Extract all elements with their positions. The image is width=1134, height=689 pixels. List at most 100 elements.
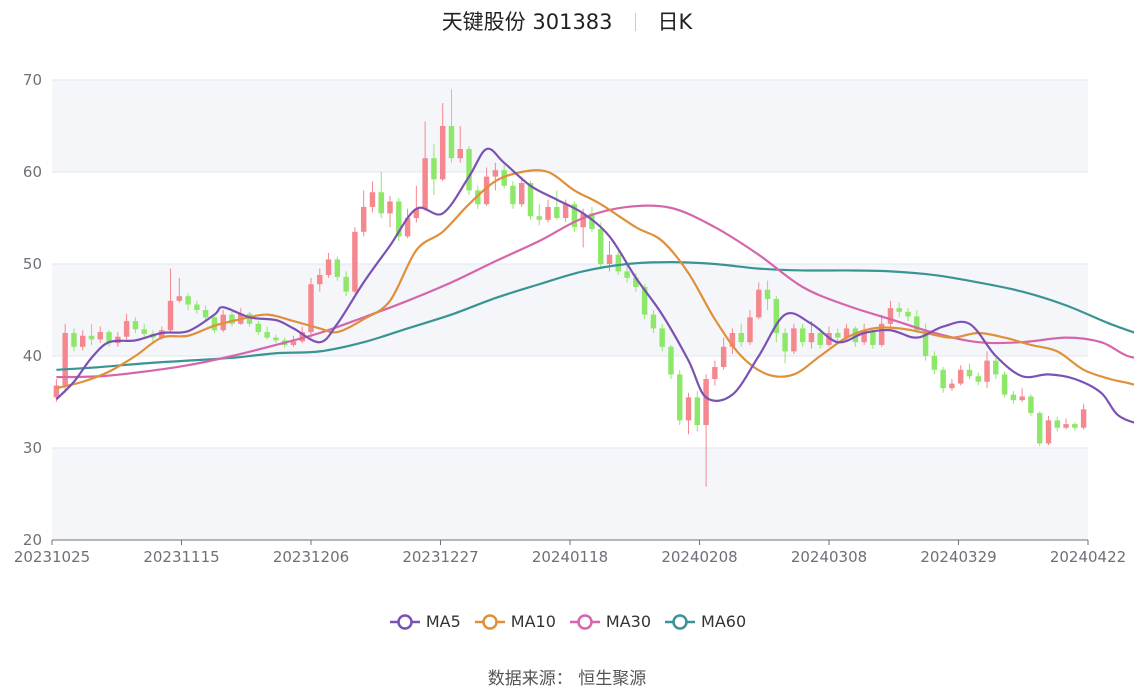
candle-body xyxy=(571,204,578,228)
ma30-line xyxy=(56,204,1134,379)
candle-body xyxy=(861,330,867,343)
chart-title: 天键股份 301383 日K xyxy=(0,6,1134,36)
candle-body xyxy=(747,317,753,343)
x-tick-label: 20231227 xyxy=(402,548,478,566)
ma10-line xyxy=(56,169,1134,390)
candle-body xyxy=(88,335,95,340)
candle-body xyxy=(905,311,911,317)
candle-body xyxy=(650,314,657,329)
legend-label: MA10 xyxy=(510,612,556,631)
candle-body xyxy=(668,346,674,375)
candle-body xyxy=(457,149,463,159)
y-tick-label: 20 xyxy=(23,531,42,549)
candle-body xyxy=(413,208,420,218)
ma5-line xyxy=(55,147,1134,424)
candle-body xyxy=(387,201,393,214)
candle-body xyxy=(878,323,885,345)
candle-body xyxy=(887,308,894,324)
legend-marker-icon xyxy=(569,614,600,630)
x-tick-label: 20240208 xyxy=(661,548,737,566)
grid-band xyxy=(52,448,1088,540)
candle-body xyxy=(308,284,314,333)
candle-body xyxy=(799,328,806,343)
legend-marker-icon xyxy=(474,614,505,630)
candle-body xyxy=(966,369,973,377)
candle-body xyxy=(1045,420,1052,444)
grid-band xyxy=(52,80,1088,172)
candle-body xyxy=(106,332,112,344)
candle-body xyxy=(378,192,384,214)
candle-body xyxy=(229,314,235,324)
candle-body xyxy=(439,126,446,180)
candle-body xyxy=(606,254,613,264)
candle-body xyxy=(194,304,200,310)
candle-body xyxy=(1019,396,1025,401)
candle-body xyxy=(826,333,832,345)
legend-marker-icon xyxy=(389,614,420,630)
candle-body xyxy=(492,170,499,177)
candle-body xyxy=(843,328,850,338)
candle-body xyxy=(132,321,139,330)
candle-body xyxy=(870,330,876,345)
candle-body xyxy=(782,333,788,352)
candle-body xyxy=(949,383,955,389)
legend-marker-circle xyxy=(397,614,413,630)
candle-body xyxy=(580,213,586,228)
candle-body xyxy=(123,321,130,337)
candle-body xyxy=(914,316,920,331)
y-tick-label: 60 xyxy=(23,163,42,181)
legend-label: MA5 xyxy=(425,612,461,631)
candle-body xyxy=(97,332,104,340)
candle-body xyxy=(773,298,780,333)
candle-body xyxy=(817,333,823,345)
y-tick-label: 70 xyxy=(23,71,42,89)
candle-body xyxy=(290,341,297,345)
candle-body xyxy=(931,356,938,370)
legend-item-ma30[interactable]: MA30 xyxy=(568,612,651,631)
legend-item-ma10[interactable]: MA10 xyxy=(473,612,556,631)
candle-body xyxy=(545,206,551,220)
candle-body xyxy=(62,333,68,386)
candle-body xyxy=(202,310,209,318)
legend-item-ma60[interactable]: MA60 xyxy=(663,612,746,631)
x-tick-label: 20231025 xyxy=(14,548,90,566)
candle-body xyxy=(615,254,622,272)
candle-body xyxy=(624,271,630,278)
title-separator xyxy=(634,13,636,31)
candle-body xyxy=(729,333,736,347)
candle-body xyxy=(1001,374,1008,395)
candle-body xyxy=(940,369,946,389)
candle-body xyxy=(993,360,999,375)
candle-body xyxy=(562,204,569,218)
candle-body xyxy=(659,328,665,347)
candle-body xyxy=(703,379,709,425)
chart-title-name: 天键股份 301383 xyxy=(441,10,613,34)
candle-body xyxy=(466,149,472,191)
candle-body xyxy=(808,333,815,343)
x-tick-label: 20231206 xyxy=(273,548,349,566)
candle-body xyxy=(554,206,560,218)
legend-item-ma5[interactable]: MA5 xyxy=(388,612,461,631)
candle-body xyxy=(431,158,437,180)
legend-marker-circle xyxy=(577,614,593,630)
candle-body xyxy=(299,332,305,342)
candle-body xyxy=(957,369,964,384)
candle-body xyxy=(396,201,402,237)
candlestick-chart: 20 30 40 50 60 70 20231025 20231115 20231206 2023… xyxy=(14,71,1134,566)
candle-body xyxy=(694,397,701,425)
candle-body xyxy=(1063,424,1069,428)
candle-body xyxy=(896,308,902,312)
candle-body xyxy=(141,329,147,334)
candle-body xyxy=(80,335,86,347)
candle-body xyxy=(1054,420,1060,428)
y-tick-label: 40 xyxy=(23,347,42,365)
candle-body xyxy=(1072,424,1078,428)
candle-body xyxy=(185,296,191,305)
grid-band xyxy=(52,264,1088,356)
candle-body xyxy=(738,333,744,343)
x-tick-label: 20231115 xyxy=(143,548,219,566)
candle-body xyxy=(343,276,349,292)
candle-body xyxy=(685,397,692,421)
candle-body xyxy=(273,337,279,341)
candle-body xyxy=(1028,396,1034,414)
